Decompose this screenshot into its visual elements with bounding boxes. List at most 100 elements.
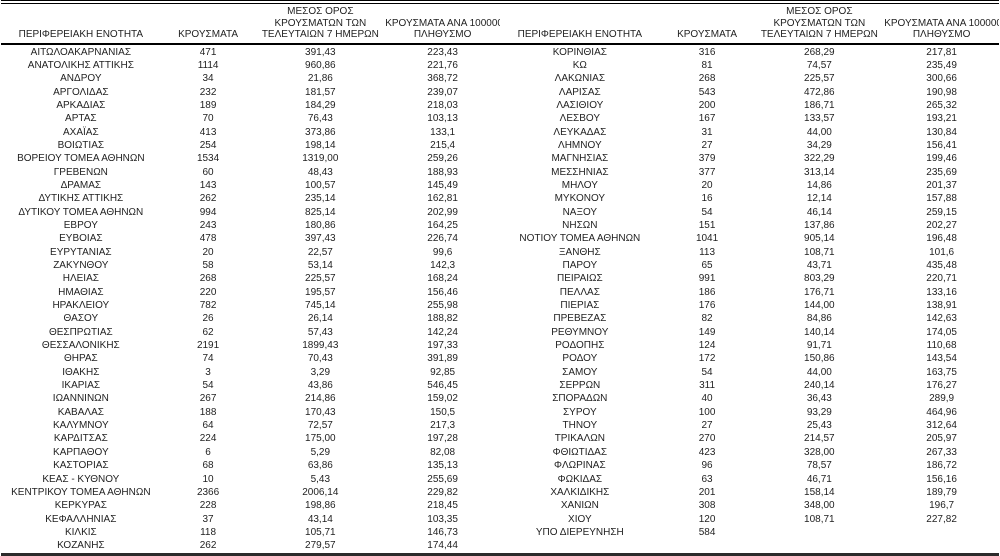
cases-cell: 413	[199, 126, 217, 138]
region-cell: ΛΕΥΚΑΔΑΣ	[553, 126, 607, 138]
avg7-cell: 108,71	[804, 513, 835, 525]
per100k-cell: 196,7	[929, 500, 955, 512]
cases-cell: 40	[701, 393, 713, 405]
header-avg7: ΜΕΣΟΣ ΟΡΟΣ ΚΡΟΥΣΜΑΤΩΝ ΤΩΝ ΤΕΛΕΥΤΑΙΩΝ 7 Η…	[255, 4, 386, 45]
avg7-cell: 44,00	[806, 366, 832, 378]
cases-cell: 96	[701, 460, 713, 472]
right-table-header: ΠΕΡΙΦΕΡΕΙΑΚΗ ΕΝΟΤΗΤΑ ΚΡΟΥΣΜΑΤΑ ΜΕΣΟΣ ΟΡΟ…	[500, 4, 999, 45]
per100k-cell: 235,69	[926, 166, 957, 178]
region-cell: ΘΑΣΟΥ	[63, 313, 99, 325]
header-region-label: ΠΕΡΙΦΕΡΕΙΑΚΗ ΕΝΟΤΗΤΑ	[517, 29, 643, 40]
avg7-cell: 72,57	[307, 420, 333, 432]
avg7-cell: 313,14	[804, 166, 835, 178]
avg7-cell: 279,57	[305, 540, 336, 552]
region-cell: ΛΑΚΩΝΙΑΣ	[554, 73, 606, 85]
cases-cell: 120	[698, 513, 716, 525]
region-cell: ΛΗΜΝΟΥ	[558, 139, 602, 151]
cases-cell: 26	[202, 313, 214, 325]
cases-cell: 149	[698, 326, 716, 338]
per100k-cell: 189,79	[926, 486, 957, 498]
avg7-cell: 198,14	[305, 139, 336, 151]
per100k-cell: 92,85	[430, 366, 456, 378]
table-row: ΕΥΡΥΤΑΝΙΑΣ 20 22,57 99,6	[1, 246, 500, 259]
cases-cell: 991	[698, 273, 716, 285]
region-cell: ΚΟΖΑΝΗΣ	[57, 540, 105, 552]
header-per100k: ΚΡΟΥΣΜΑΤΑ ΑΝΑ 100000 ΠΛΗΘΥΣΜΟ	[884, 4, 999, 45]
cases-cell: 2366	[196, 486, 220, 498]
table-row: ΣΕΡΡΩΝ 311 240,14 176,27	[500, 379, 999, 392]
cases-cell: 70	[202, 113, 214, 125]
avg7-cell: 225,57	[804, 73, 835, 85]
table-row: ΣΑΜΟΥ 54 44,00 163,75	[500, 366, 999, 379]
per100k-cell: 259,26	[427, 153, 458, 165]
per100k-cell: 229,82	[427, 486, 458, 498]
right-table-body: ΚΟΡΙΝΘΙΑΣ 316 268,29 217,81 ΚΩ 81 74,57 235,49 Λ…	[500, 44, 999, 540]
table-row: ΛΗΜΝΟΥ 27 34,29 156,41	[500, 139, 999, 152]
per100k-cell: 168,24	[427, 273, 458, 285]
table-row: ΡΕΘΥΜΝΟΥ 149 140,14 174,05	[500, 326, 999, 339]
region-cell: ΑΡΚΑΔΙΑΣ	[56, 99, 106, 111]
region-cell: ΛΑΡΙΣΑΣ	[558, 86, 601, 98]
per100k-cell: 227,82	[926, 513, 957, 525]
table-row: ΡΟΔΟΥ 172 150,86 143,54	[500, 352, 999, 365]
region-cell: ΦΘΙΩΤΙΔΑΣ	[552, 446, 608, 458]
per100k-cell: 267,33	[926, 446, 957, 458]
cases-cell: 262	[199, 540, 217, 552]
table-row: ΚΕΝΤΡΙΚΟΥ ΤΟΜΕΑ ΑΘΗΝΩΝ 2366 2006,14 229,82	[1, 486, 500, 499]
cases-cell: 64	[202, 420, 214, 432]
table-row: ΘΗΡΑΣ 74 70,43 391,89	[1, 352, 500, 365]
avg7-cell: 100,57	[305, 179, 336, 191]
per100k-cell: 312,64	[926, 420, 957, 432]
cases-cell: 186	[698, 286, 716, 298]
avg7-cell: 144,00	[804, 300, 835, 312]
header-region: ΠΕΡΙΦΕΡΕΙΑΚΗ ΕΝΟΤΗΤΑ	[1, 4, 161, 45]
region-cell: ΗΛΕΙΑΣ	[62, 273, 99, 285]
cases-cell: 200	[698, 99, 716, 111]
table-row: ΒΟΙΩΤΙΑΣ 254 198,14 215,4	[1, 139, 500, 152]
table-row: ΚΟΡΙΝΘΙΑΣ 316 268,29 217,81	[500, 44, 999, 59]
avg7-cell: 74,57	[806, 59, 832, 71]
cases-cell: 37	[202, 513, 214, 525]
table-row: ΚΑΛΥΜΝΟΥ 64 72,57 217,3	[1, 419, 500, 432]
avg7-cell: 186,71	[804, 99, 835, 111]
per100k-cell: 220,71	[926, 273, 957, 285]
table-row: ΠΕΛΛΑΣ 186 176,71 133,16	[500, 286, 999, 299]
region-cell: ΑΡΓΟΛΙΔΑΣ	[53, 86, 109, 98]
table-row: ΠΡΕΒΕΖΑΣ 82 84,86 142,63	[500, 312, 999, 325]
avg7-cell	[754, 526, 884, 539]
cases-cell: 63	[701, 473, 713, 485]
per100k-cell: 176,27	[926, 380, 957, 392]
region-cell: ΚΕΦΑΛΛΗΝΙΑΣ	[45, 513, 117, 525]
table-row: ΝΟΤΙΟΥ ΤΟΜΕΑ ΑΘΗΝΩΝ 1041 905,14 196,48	[500, 232, 999, 245]
per100k-cell: 255,98	[427, 300, 458, 312]
avg7-cell: 43,14	[307, 513, 333, 525]
table-row: ΚΕΡΚΥΡΑΣ 228 198,86 218,45	[1, 499, 500, 512]
cases-cell: 16	[701, 193, 713, 205]
avg7-cell: 43,71	[806, 260, 832, 271]
avg7-cell: 268,29	[804, 46, 835, 58]
cases-cell: 10	[202, 473, 214, 485]
avg7-cell: 322,29	[804, 153, 835, 165]
avg7-cell: 184,29	[305, 99, 336, 111]
region-cell: ΣΥΡΟΥ	[563, 406, 597, 418]
avg7-cell: 170,43	[305, 406, 336, 418]
region-cell: ΚΕΑΣ - ΚΥΘΝΟΥ	[42, 473, 120, 485]
region-cell: ΠΡΕΒΕΖΑΣ	[553, 313, 607, 325]
cases-cell: 228	[199, 500, 217, 512]
avg7-cell: 181,57	[305, 86, 336, 98]
region-cell: ΦΩΚΙΔΑΣ	[557, 473, 603, 485]
per100k-cell: 221,76	[427, 59, 458, 71]
region-cell: ΗΡΑΚΛΕΙΟΥ	[52, 300, 110, 312]
cases-cell: 268	[698, 73, 716, 85]
avg7-cell: 53,14	[307, 260, 333, 271]
avg7-cell: 150,86	[804, 353, 835, 365]
avg7-cell: 214,57	[804, 433, 835, 445]
per100k-cell: 101,6	[929, 246, 955, 258]
region-cell: ΙΩΑΝΝΙΝΩΝ	[52, 393, 109, 405]
cases-cell: 232	[199, 86, 217, 98]
region-cell: ΜΑΓΝΗΣΙΑΣ	[551, 153, 609, 165]
region-cell: ΕΥΒΟΙΑΣ	[59, 233, 103, 245]
cases-cell: 220	[199, 286, 217, 298]
per100k-cell: 265,32	[926, 99, 957, 111]
left-table-body: ΑΙΤΩΛΟΑΚΑΡΝΑΝΙΑΣ 471 391,43 223,43 ΑΝΑΤΟΛΙΚΗ…	[1, 44, 500, 553]
